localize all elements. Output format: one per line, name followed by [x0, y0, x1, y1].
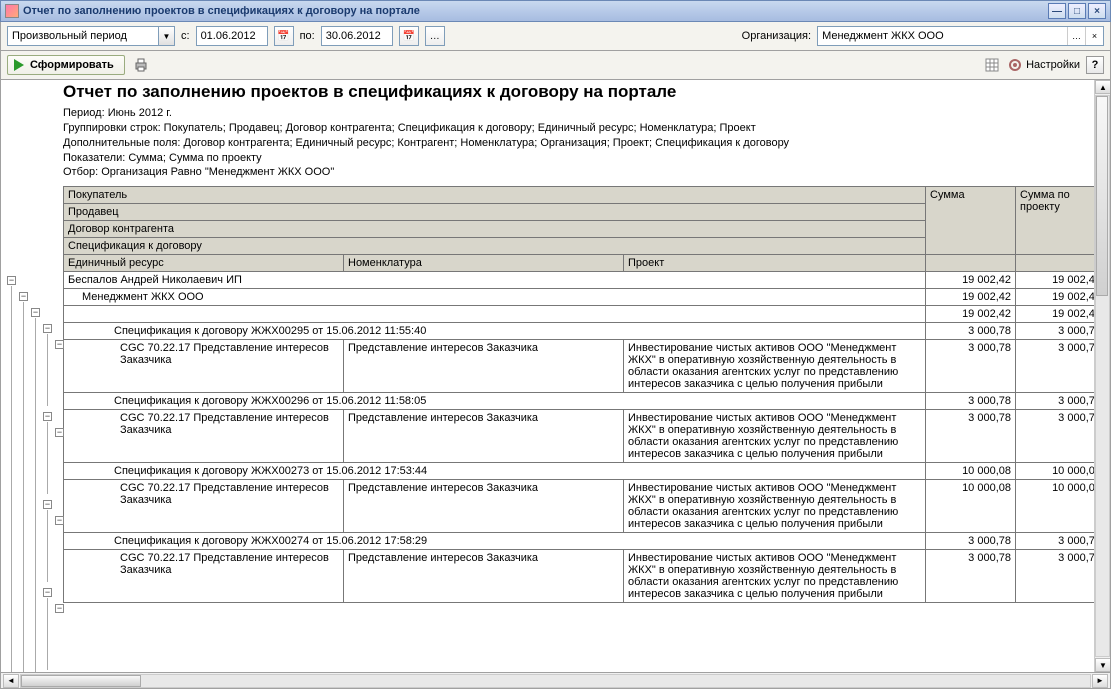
to-label: по: — [300, 30, 315, 42]
hdr-spec: Спецификация к договору — [64, 238, 926, 255]
report-table: Покупатель Сумма Сумма по проекту Продав… — [63, 186, 1106, 603]
row-seller[interactable]: Менеджмент ЖКХ ООО 19 002,42 19 002,42 — [64, 289, 1106, 306]
hdr-nomen: Номенклатура — [344, 255, 624, 272]
settings-label: Настройки — [1026, 59, 1080, 71]
header-row-cols: Единичный ресурс Номенклатура Проект — [64, 255, 1106, 272]
report-title: Отчет по заполнению проектов в специфика… — [63, 80, 1106, 106]
period-dropdown[interactable]: Произвольный период ▼ — [7, 26, 175, 46]
row-detail-3[interactable]: CGC 70.22.17 Представление интересов Зак… — [64, 480, 1106, 533]
hdr-sum: Сумма — [926, 187, 1016, 255]
expander-seller[interactable]: − — [19, 292, 28, 301]
filter-line: Отбор: Организация Равно "Менеджмент ЖКХ… — [63, 165, 1106, 180]
scroll-thumb-v[interactable] — [1096, 96, 1108, 296]
scroll-left-icon[interactable]: ◄ — [3, 674, 19, 688]
scroll-thumb-h[interactable] — [21, 675, 141, 687]
toolbar: Сформировать Настройки ? — [0, 51, 1111, 79]
maximize-button[interactable]: □ — [1068, 3, 1086, 19]
row-spec-4[interactable]: Спецификация к договору ЖЖХ00274 от 15.0… — [64, 533, 1106, 550]
hdr-project: Проект — [624, 255, 926, 272]
organization-value: Менеджмент ЖКХ ООО — [818, 30, 1067, 42]
period-line: Период: Июнь 2012 г. — [63, 106, 1106, 121]
from-label: с: — [181, 30, 190, 42]
chevron-down-icon[interactable]: ▼ — [158, 27, 174, 45]
settings-button[interactable]: Настройки — [1008, 58, 1080, 72]
row-buyer[interactable]: Беспалов Андрей Николаевич ИП 19 002,42 … — [64, 272, 1106, 289]
titlebar: Отчет по заполнению проектов в специфика… — [0, 0, 1111, 22]
hdr-resource: Единичный ресурс — [64, 255, 344, 272]
horizontal-scrollbar[interactable]: ◄ ► — [0, 673, 1111, 689]
row-contract[interactable]: 19 002,42 19 002,42 — [64, 306, 1106, 323]
vertical-scrollbar[interactable]: ▲ ▼ — [1094, 80, 1110, 672]
expander-spec-4[interactable]: − — [43, 588, 52, 597]
indicators-line: Показатели: Сумма; Сумма по проекту — [63, 151, 1106, 166]
scroll-down-icon[interactable]: ▼ — [1095, 658, 1111, 672]
expander-buyer[interactable]: − — [7, 276, 16, 285]
expander-detail-2[interactable]: − — [55, 428, 64, 437]
generate-label: Сформировать — [30, 59, 114, 71]
expander-detail-1[interactable]: − — [55, 340, 64, 349]
organization-input[interactable]: Менеджмент ЖКХ ООО … × — [817, 26, 1104, 46]
tree-gutter: − − − − − − − − − − − — [1, 80, 63, 672]
hdr-sump: Сумма по проекту — [1016, 187, 1106, 255]
org-ellipsis-icon[interactable]: … — [1067, 27, 1085, 45]
report-area: − − − − − − − − − − − Отчет по заполнени… — [0, 79, 1111, 673]
play-icon — [14, 59, 24, 71]
table-view-icon[interactable] — [982, 55, 1002, 75]
expander-detail-4[interactable]: − — [55, 604, 64, 613]
expander-contract[interactable]: − — [31, 308, 40, 317]
date-from-input[interactable]: 01.06.2012 — [196, 26, 268, 46]
hdr-buyer: Покупатель — [64, 187, 926, 204]
period-ellipsis-button[interactable]: … — [425, 26, 445, 46]
scroll-track-v[interactable] — [1095, 95, 1110, 657]
print-icon[interactable] — [131, 55, 151, 75]
row-spec-1[interactable]: Спецификация к договору ЖЖХ00295 от 15.0… — [64, 323, 1106, 340]
addfields-line: Дополнительные поля: Договор контрагента… — [63, 136, 1106, 151]
row-spec-2[interactable]: Спецификация к договору ЖЖХ00296 от 15.0… — [64, 393, 1106, 410]
row-detail-2[interactable]: CGC 70.22.17 Представление интересов Зак… — [64, 410, 1106, 463]
help-button[interactable]: ? — [1086, 56, 1104, 74]
expander-spec-1[interactable]: − — [43, 324, 52, 333]
close-button[interactable]: × — [1088, 3, 1106, 19]
report-scroll[interactable]: Отчет по заполнению проектов в специфика… — [63, 80, 1110, 672]
expander-spec-3[interactable]: − — [43, 500, 52, 509]
scroll-track-h[interactable] — [20, 674, 1091, 688]
expander-detail-3[interactable]: − — [55, 516, 64, 525]
row-detail-1[interactable]: CGC 70.22.17 Представление интересов Зак… — [64, 340, 1106, 393]
scroll-right-icon[interactable]: ► — [1092, 674, 1108, 688]
scroll-up-icon[interactable]: ▲ — [1095, 80, 1111, 94]
app-icon — [5, 4, 19, 18]
calendar-to-icon[interactable]: 📅 — [399, 26, 419, 46]
window-title: Отчет по заполнению проектов в специфика… — [23, 5, 1048, 17]
filter-bar: Произвольный период ▼ с: 01.06.2012 📅 по… — [0, 22, 1111, 51]
org-clear-icon[interactable]: × — [1085, 27, 1103, 45]
row-spec-3[interactable]: Спецификация к договору ЖЖХ00273 от 15.0… — [64, 463, 1106, 480]
header-row-buyer: Покупатель Сумма Сумма по проекту — [64, 187, 1106, 204]
hdr-contract: Договор контрагента — [64, 221, 926, 238]
calendar-from-icon[interactable]: 📅 — [274, 26, 294, 46]
minimize-button[interactable]: — — [1048, 3, 1066, 19]
group-line: Группировки строк: Покупатель; Продавец;… — [63, 121, 1106, 136]
organization-label: Организация: — [742, 30, 811, 42]
generate-button[interactable]: Сформировать — [7, 55, 125, 75]
period-value: Произвольный период — [8, 30, 158, 42]
expander-spec-2[interactable]: − — [43, 412, 52, 421]
hdr-seller: Продавец — [64, 204, 926, 221]
date-to-input[interactable]: 30.06.2012 — [321, 26, 393, 46]
row-detail-4[interactable]: CGC 70.22.17 Представление интересов Зак… — [64, 550, 1106, 603]
gear-icon — [1008, 58, 1022, 72]
